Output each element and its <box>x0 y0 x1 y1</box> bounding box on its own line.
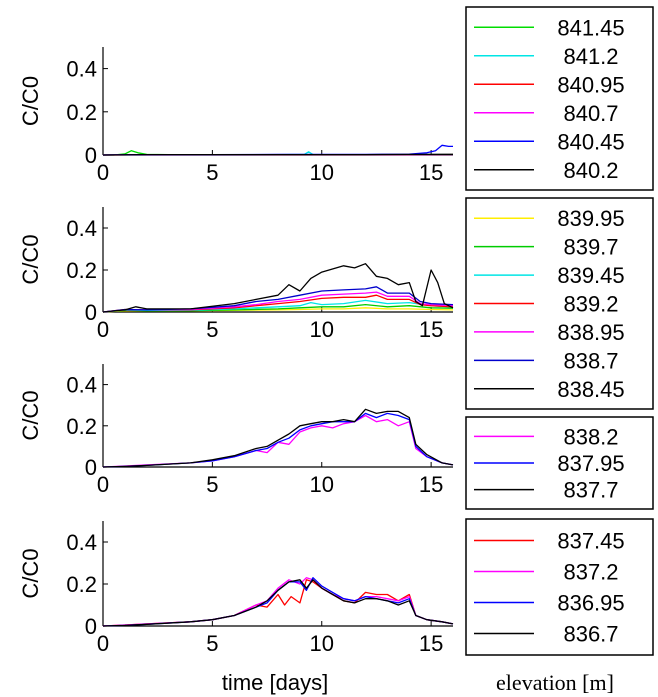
y-tick-label: 0.2 <box>66 258 97 283</box>
legend-label: 839.7 <box>563 235 618 260</box>
y-tick-label: 0.4 <box>66 216 97 241</box>
legend-label: 837.45 <box>557 529 624 554</box>
series-line-840.45 <box>102 144 453 156</box>
y-axis-label: C/C0 <box>18 548 43 598</box>
chart-panel-1: 00.20.40 5 10 15C/C0841.45841.2840.95840.78… <box>18 6 654 191</box>
x-tick-label: 0 <box>97 631 109 656</box>
legend-label: 837.95 <box>557 451 624 476</box>
y-tick-label: 0.2 <box>66 572 97 597</box>
legend-label: 841.45 <box>557 15 624 40</box>
y-tick-label: 0 <box>85 300 97 325</box>
x-tick-label: 10 <box>310 160 334 185</box>
legend-label: 838.7 <box>563 348 618 373</box>
legend-label: 838.2 <box>563 424 618 449</box>
x-tick-label: 5 <box>206 631 218 656</box>
legend-2: 839.95 839.7 839.45 839.2 838.95 838.7 838.45 <box>465 197 654 410</box>
x-tick-label: 5 <box>206 472 218 497</box>
legend-label: 840.95 <box>557 72 624 97</box>
x-tick-label: 0 <box>97 317 109 342</box>
x-tick-label: 5 <box>206 160 218 185</box>
legend-label: 841.2 <box>563 44 618 69</box>
y-tick-label: 0 <box>85 143 97 168</box>
legend-box <box>465 6 654 191</box>
chart-panel-4: 0 0.2 0.4 0 5 10 15 C/C0 837.45 837.2 836.95 836.7 <box>18 518 654 656</box>
legend-label: 840.45 <box>557 129 624 154</box>
series-line-838.2 <box>102 414 454 468</box>
series-line-840.2 <box>102 153 453 156</box>
series-line-837.7 <box>102 408 454 468</box>
chart-panel-2: 00.20.40 5 10 15C/C0839.95839.7839.45839.28… <box>18 197 654 410</box>
x-tick-label: 10 <box>310 317 334 342</box>
x-tick-label: 15 <box>419 631 443 656</box>
y-tick-label: 0.4 <box>66 530 97 555</box>
series-line-836.95 <box>102 577 454 627</box>
legend-label: 837.7 <box>563 478 618 503</box>
x-tick-label: 0 <box>97 472 109 497</box>
y-axis-label: C/C0 <box>18 76 43 126</box>
legend-box <box>465 518 654 656</box>
legend-label: 836.7 <box>563 622 618 647</box>
y-axis-label: C/C0 <box>18 390 43 440</box>
legend-label: 839.2 <box>563 292 618 317</box>
panels: 00.20.40 5 10 15C/C0841.45841.2840.95840.78… <box>18 6 654 656</box>
x-tick-label: 10 <box>310 631 334 656</box>
y-tick-label: 0.2 <box>66 100 97 125</box>
x-tick-label: 0 <box>97 160 109 185</box>
x-axis-label: time [days] <box>222 670 328 695</box>
legend-label: 837.2 <box>563 560 618 585</box>
y-tick-label: 0 <box>85 455 97 480</box>
legend-label: 838.45 <box>557 377 624 402</box>
y-tick-label: 0.4 <box>66 57 97 82</box>
x-tick-label: 10 <box>310 472 334 497</box>
legend-label: 840.7 <box>563 101 618 126</box>
x-tick-label: 5 <box>206 317 218 342</box>
y-tick-label: 0.4 <box>66 373 97 398</box>
legend-label: 836.95 <box>557 591 624 616</box>
legend-1: 841.45 841.2 840.95 840.7 840.45 840.2 <box>465 6 654 191</box>
x-tick-label: 15 <box>419 317 443 342</box>
series-line-836.7 <box>102 579 454 627</box>
y-tick-label: 0.2 <box>66 414 97 439</box>
series-line-838.45 <box>102 263 454 313</box>
series-line-837.45 <box>102 579 454 627</box>
legend-label: 839.95 <box>557 206 624 231</box>
y-tick-label: 0 <box>85 614 97 639</box>
legend-label: 839.45 <box>557 263 624 288</box>
legend-4: 837.45 837.2 836.95 836.7 <box>465 518 654 656</box>
x-tick-label: 15 <box>419 472 443 497</box>
legend-label: 840.2 <box>563 158 618 183</box>
x-tick-label: 15 <box>419 160 443 185</box>
legend-title: elevation [m] <box>496 670 614 695</box>
y-axis-label: C/C0 <box>18 234 43 284</box>
legend-label: 838.95 <box>557 320 624 345</box>
